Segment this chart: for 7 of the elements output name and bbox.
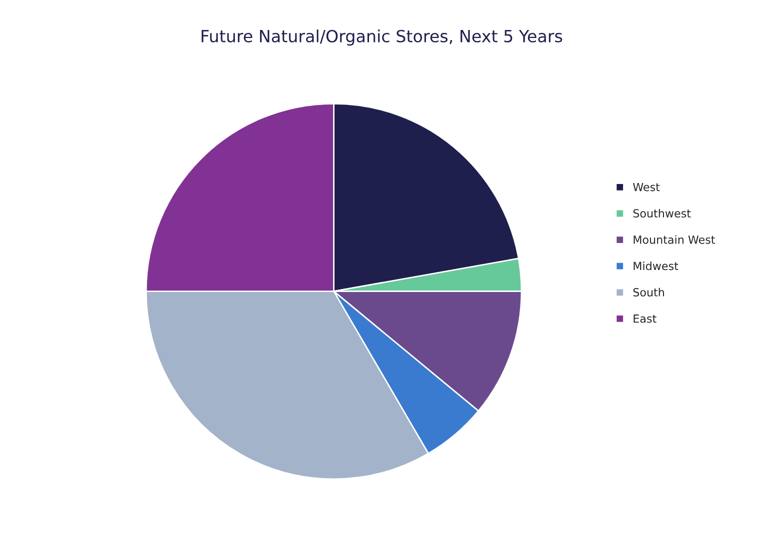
legend-label: Midwest: [634, 262, 678, 270]
legend-label: South: [633, 288, 664, 296]
legend-label: Southwest: [633, 208, 691, 218]
chart-title: Future Natural/Organic Stores, Next 5 Years: [202, 30, 562, 46]
legend-label: West: [633, 182, 660, 192]
legend-label: East: [634, 314, 656, 323]
legend-label: Mountain West: [634, 235, 715, 244]
